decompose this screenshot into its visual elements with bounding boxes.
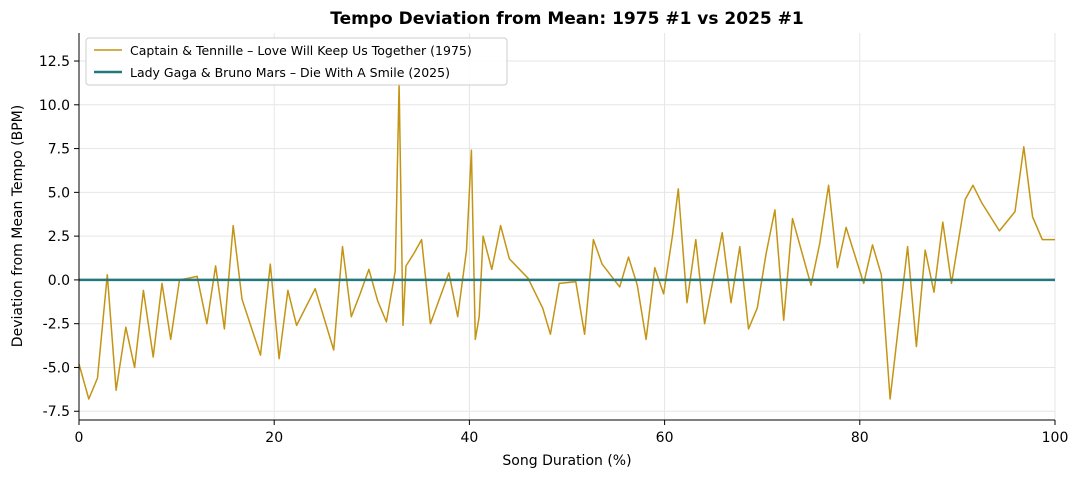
- x-ticks: 0 20 40 60 80 100: [75, 420, 1069, 446]
- x-tick-label: 40: [460, 430, 478, 446]
- legend-label-series-1: Captain & Tennille – Love Will Keep Us T…: [130, 43, 472, 58]
- y-ticks: -7.5 -5.0 -2.5 0.0 2.5 5.0 7.5 10.0 12.5: [39, 54, 79, 420]
- series-lines: [78, 83, 1055, 400]
- x-tick-label: 80: [851, 430, 869, 446]
- series-line-1: [78, 83, 1055, 400]
- chart-title: Tempo Deviation from Mean: 1975 #1 vs 20…: [330, 9, 804, 29]
- y-tick-label: 0.0: [48, 273, 70, 289]
- axes: [78, 33, 1055, 421]
- y-axis-label: Deviation from Mean Tempo (BPM): [10, 105, 26, 347]
- y-tick-label: 10.0: [39, 98, 70, 114]
- x-tick-label: 20: [265, 430, 283, 446]
- y-tick-label: -7.5: [43, 404, 70, 420]
- x-axis-label: Song Duration (%): [502, 453, 631, 469]
- y-tick-label: 12.5: [39, 54, 70, 70]
- x-tick-label: 60: [656, 430, 674, 446]
- grid-lines: [78, 33, 1056, 420]
- y-tick-label: 7.5: [48, 142, 70, 158]
- y-tick-label: 5.0: [48, 185, 70, 201]
- legend-box: [85, 37, 508, 86]
- legend: Captain & Tennille – Love Will Keep Us T…: [85, 37, 508, 86]
- legend-label-series-2: Lady Gaga & Bruno Mars – Die With A Smil…: [130, 65, 450, 80]
- x-tick-label: 0: [75, 430, 84, 446]
- y-tick-label: -2.5: [43, 317, 70, 333]
- y-tick-label: 2.5: [48, 229, 70, 245]
- y-tick-label: -5.0: [43, 360, 70, 376]
- x-tick-label: 100: [1042, 430, 1069, 446]
